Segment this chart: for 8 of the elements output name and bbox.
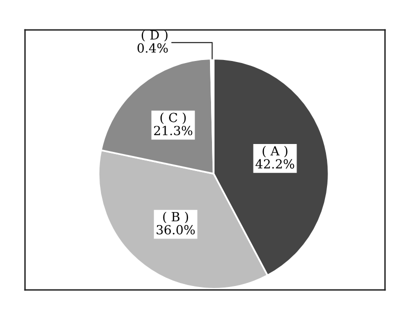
slice-label: ( C ) [160, 112, 186, 124]
data-label: 0.4% [138, 43, 168, 53]
slice-label: ( B ) [163, 212, 188, 224]
slice-label: ( A ) [262, 146, 288, 158]
data-label: 21.3% [154, 126, 192, 136]
data-label: 36.0% [156, 224, 195, 234]
slice-label: ( D ) [142, 30, 168, 42]
data-label: 42.2% [256, 159, 294, 169]
